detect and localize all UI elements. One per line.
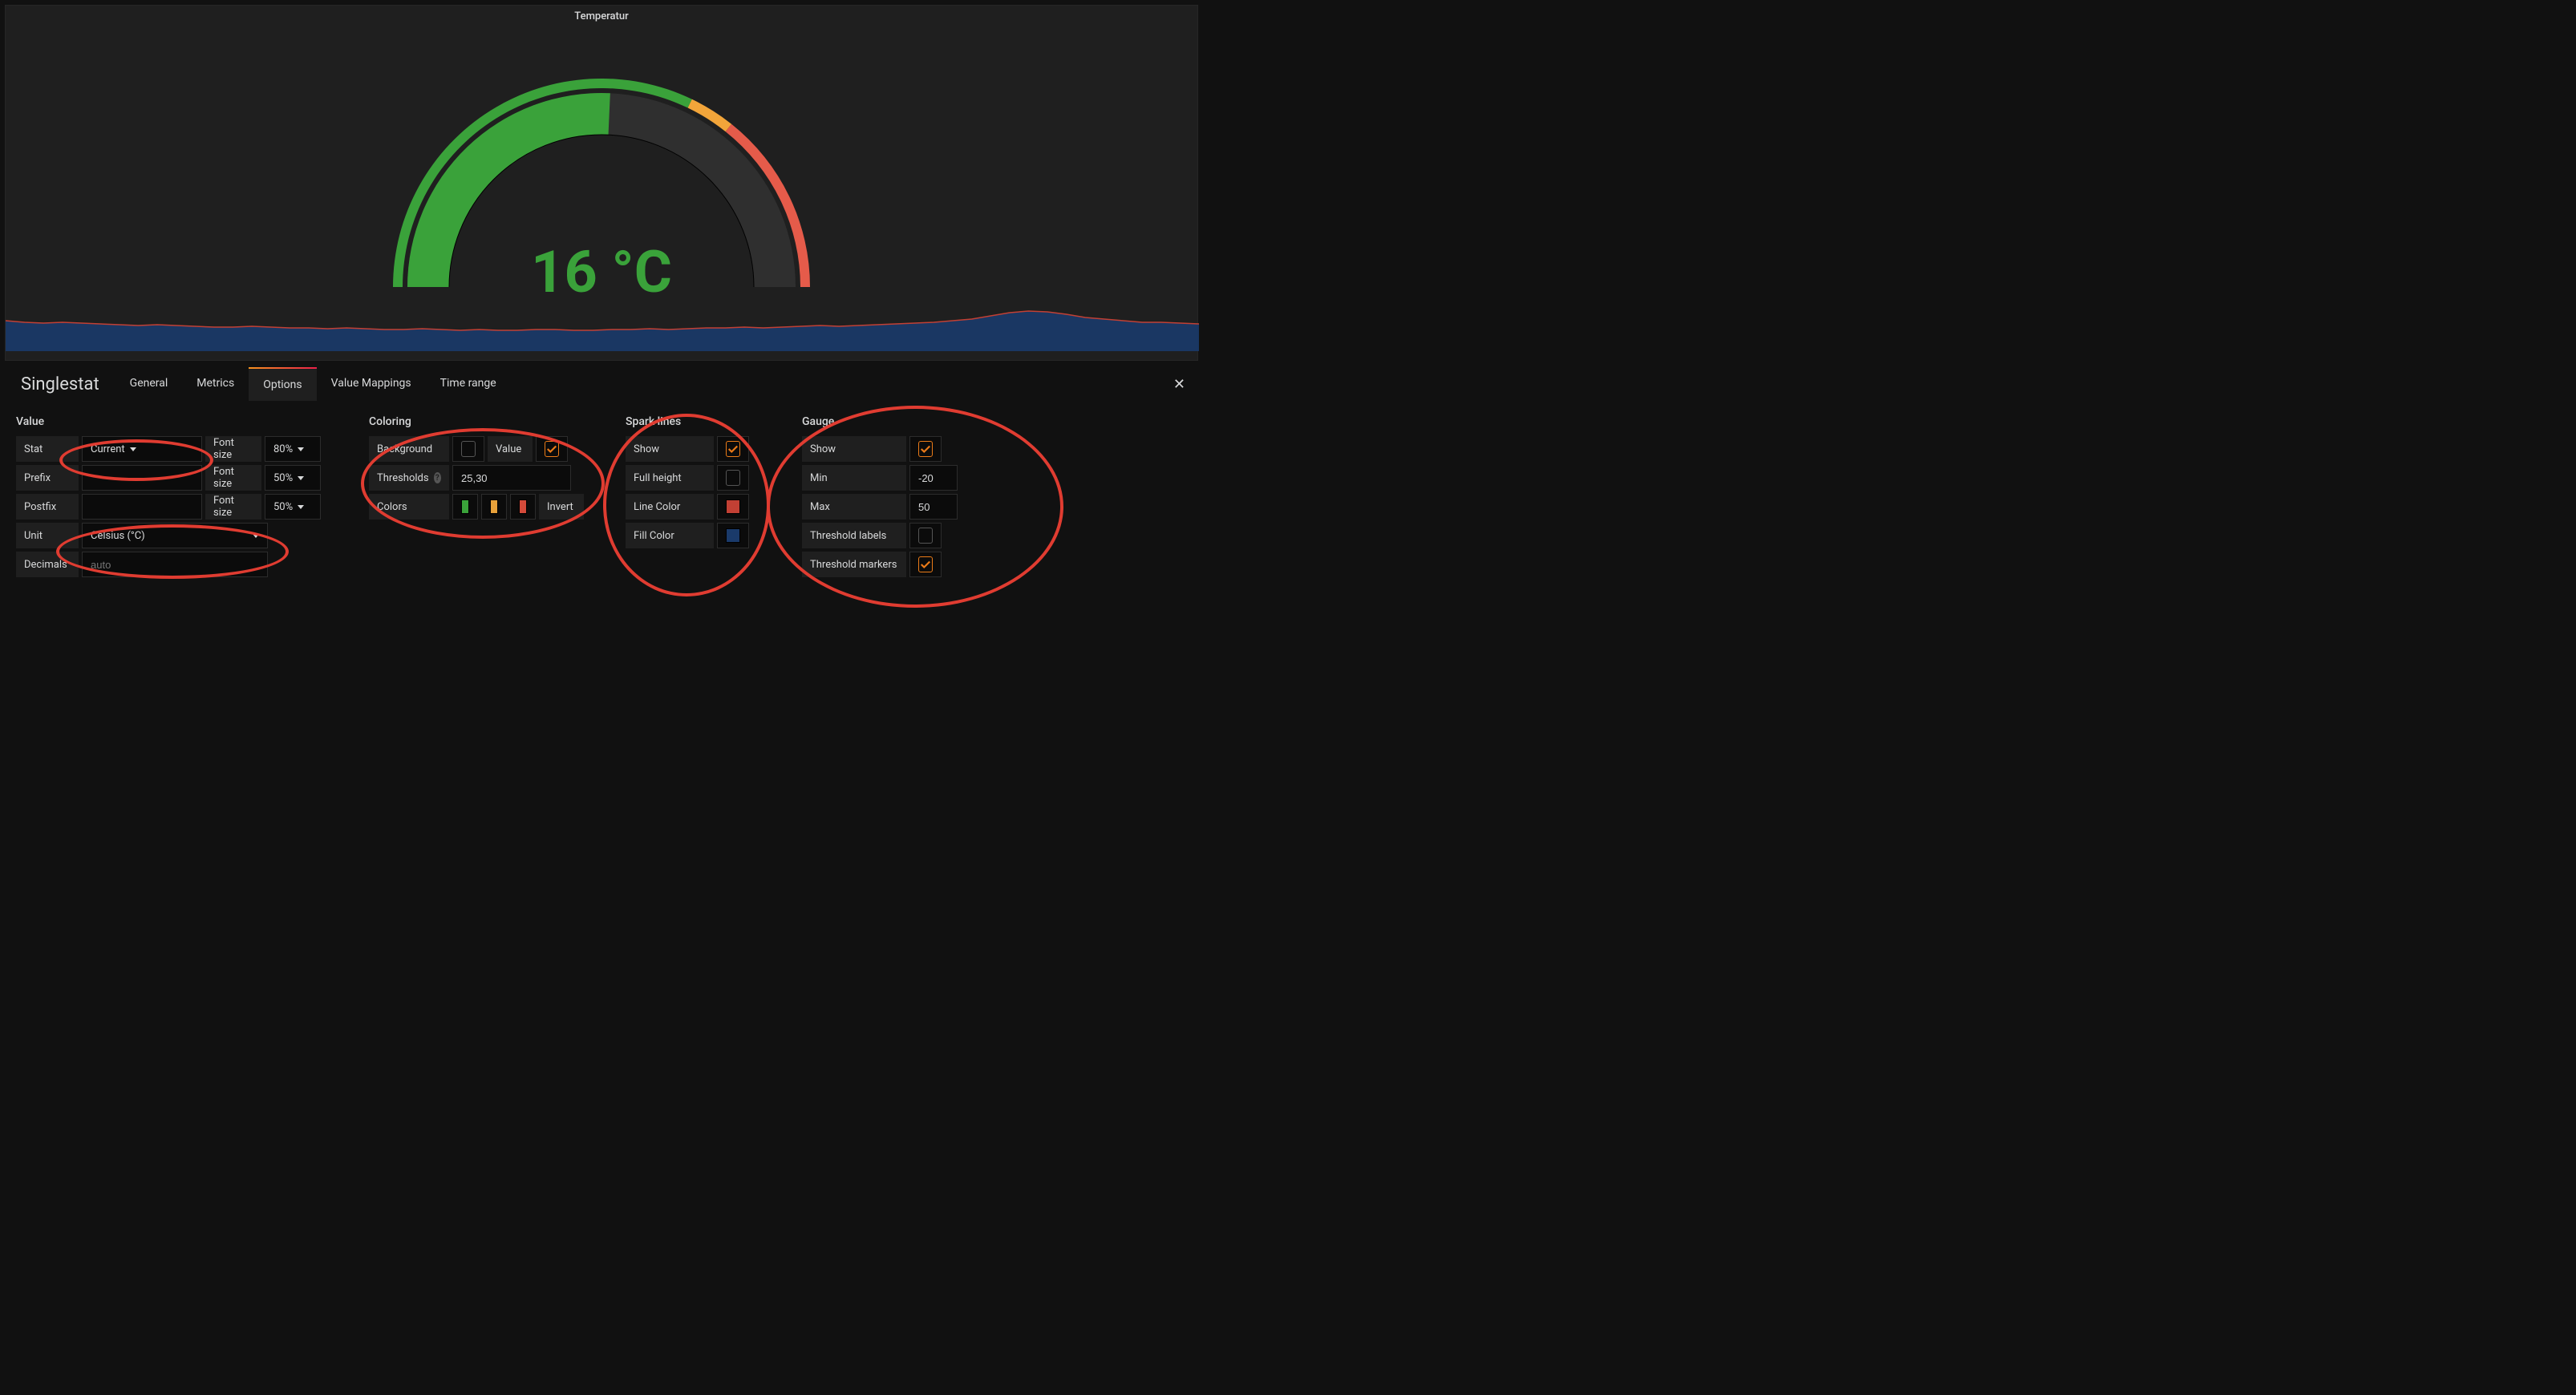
postfix-label: Postfix bbox=[16, 494, 79, 520]
chevron-down-icon bbox=[253, 534, 259, 538]
postfix-input[interactable] bbox=[82, 494, 202, 520]
thresholds-input[interactable] bbox=[452, 465, 571, 491]
prefix-fontsize-select[interactable]: 50% bbox=[265, 465, 321, 491]
gauge-show-label: Show bbox=[802, 436, 906, 462]
stat-select[interactable]: Current bbox=[82, 436, 202, 462]
stat-fontsize-value: 80% bbox=[273, 443, 293, 455]
color-swatch-2[interactable] bbox=[481, 494, 507, 520]
coloring-heading: Coloring bbox=[369, 415, 601, 428]
invert-button[interactable]: Invert bbox=[539, 494, 584, 520]
panel-title: Temperatur bbox=[6, 6, 1197, 22]
chevron-down-icon bbox=[130, 447, 136, 451]
value-color-label: Value bbox=[488, 436, 533, 462]
value-section: Value Stat Current Font size 80% Prefix … bbox=[16, 415, 345, 580]
spark-linecolor-label: Line Color bbox=[626, 494, 714, 520]
thresholds-label-text: Thresholds bbox=[377, 472, 429, 484]
thresholds-label: Thresholds ? bbox=[369, 465, 449, 491]
gauge-show-checkbox[interactable] bbox=[909, 436, 942, 462]
sparklines-heading: Spark lines bbox=[626, 415, 778, 428]
tab-options[interactable]: Options bbox=[249, 367, 316, 401]
prefix-input[interactable] bbox=[82, 465, 202, 491]
gauge-min-input[interactable] bbox=[909, 465, 958, 491]
background-checkbox[interactable] bbox=[452, 436, 484, 462]
background-label: Background bbox=[369, 436, 449, 462]
prefix-label: Prefix bbox=[16, 465, 79, 491]
tab-metrics[interactable]: Metrics bbox=[182, 367, 249, 401]
stat-value: Current bbox=[91, 443, 125, 455]
spark-fillcolor-label: Fill Color bbox=[626, 523, 714, 548]
decimals-input[interactable] bbox=[82, 552, 268, 577]
fontsize-label: Font size bbox=[205, 494, 261, 520]
gauge-area: 16 °C bbox=[6, 22, 1197, 351]
color-swatch-3[interactable] bbox=[510, 494, 536, 520]
spark-show-checkbox[interactable] bbox=[717, 436, 749, 462]
value-heading: Value bbox=[16, 415, 345, 428]
stat-fontsize-select[interactable]: 80% bbox=[265, 436, 321, 462]
unit-select[interactable]: Celsius (°C) bbox=[82, 523, 268, 548]
gauge-tlabels-label: Threshold labels bbox=[802, 523, 906, 548]
tab-time-range[interactable]: Time range bbox=[426, 367, 511, 401]
gauge-tlabels-checkbox[interactable] bbox=[909, 523, 942, 548]
tab-value-mappings[interactable]: Value Mappings bbox=[317, 367, 426, 401]
singlestat-panel: Temperatur 16 °C bbox=[5, 5, 1198, 361]
fontsize-label: Font size bbox=[205, 465, 261, 491]
gauge-heading: Gauge bbox=[802, 415, 970, 428]
postfix-fontsize-select[interactable]: 50% bbox=[265, 494, 321, 520]
editor-title: Singlestat bbox=[5, 374, 115, 394]
editor-tabs-row: Singlestat GeneralMetricsOptionsValue Ma… bbox=[5, 367, 1198, 401]
sparklines-section: Spark lines Show Full height Line Color … bbox=[626, 415, 778, 580]
panel-editor: Singlestat GeneralMetricsOptionsValue Ma… bbox=[5, 367, 1198, 596]
color-swatch-1[interactable] bbox=[452, 494, 478, 520]
gauge-max-label: Max bbox=[802, 494, 906, 520]
chevron-down-icon bbox=[298, 476, 304, 480]
spark-full-label: Full height bbox=[626, 465, 714, 491]
spark-full-checkbox[interactable] bbox=[717, 465, 749, 491]
value-color-checkbox[interactable] bbox=[536, 436, 568, 462]
chevron-down-icon bbox=[298, 447, 304, 451]
spark-show-label: Show bbox=[626, 436, 714, 462]
gauge-tmarkers-label: Threshold markers bbox=[802, 552, 906, 577]
help-icon[interactable]: ? bbox=[434, 472, 441, 483]
gauge-tmarkers-checkbox[interactable] bbox=[909, 552, 942, 577]
gauge-value-text: 16 °C bbox=[531, 238, 672, 306]
coloring-section: Coloring Background Value Thresholds ? C… bbox=[369, 415, 601, 580]
spark-linecolor-swatch[interactable] bbox=[717, 494, 749, 520]
gauge-section: Gauge Show Min Max Threshold labels Thre… bbox=[802, 415, 970, 580]
spark-fillcolor-swatch[interactable] bbox=[717, 523, 749, 548]
unit-label: Unit bbox=[16, 523, 79, 548]
stat-label: Stat bbox=[16, 436, 79, 462]
chevron-down-icon bbox=[298, 505, 304, 509]
postfix-fontsize-value: 50% bbox=[273, 501, 293, 513]
prefix-fontsize-value: 50% bbox=[273, 472, 293, 484]
unit-value: Celsius (°C) bbox=[91, 530, 248, 542]
gauge-max-input[interactable] bbox=[909, 494, 958, 520]
colors-label: Colors bbox=[369, 494, 449, 520]
tab-general[interactable]: General bbox=[115, 367, 183, 401]
close-icon[interactable]: ✕ bbox=[1160, 376, 1198, 393]
editor-tabs: GeneralMetricsOptionsValue MappingsTime … bbox=[115, 367, 511, 401]
editor-body: Value Stat Current Font size 80% Prefix … bbox=[5, 401, 1198, 596]
fontsize-label: Font size bbox=[205, 436, 261, 462]
decimals-label: Decimals bbox=[16, 552, 79, 577]
gauge-min-label: Min bbox=[802, 465, 906, 491]
